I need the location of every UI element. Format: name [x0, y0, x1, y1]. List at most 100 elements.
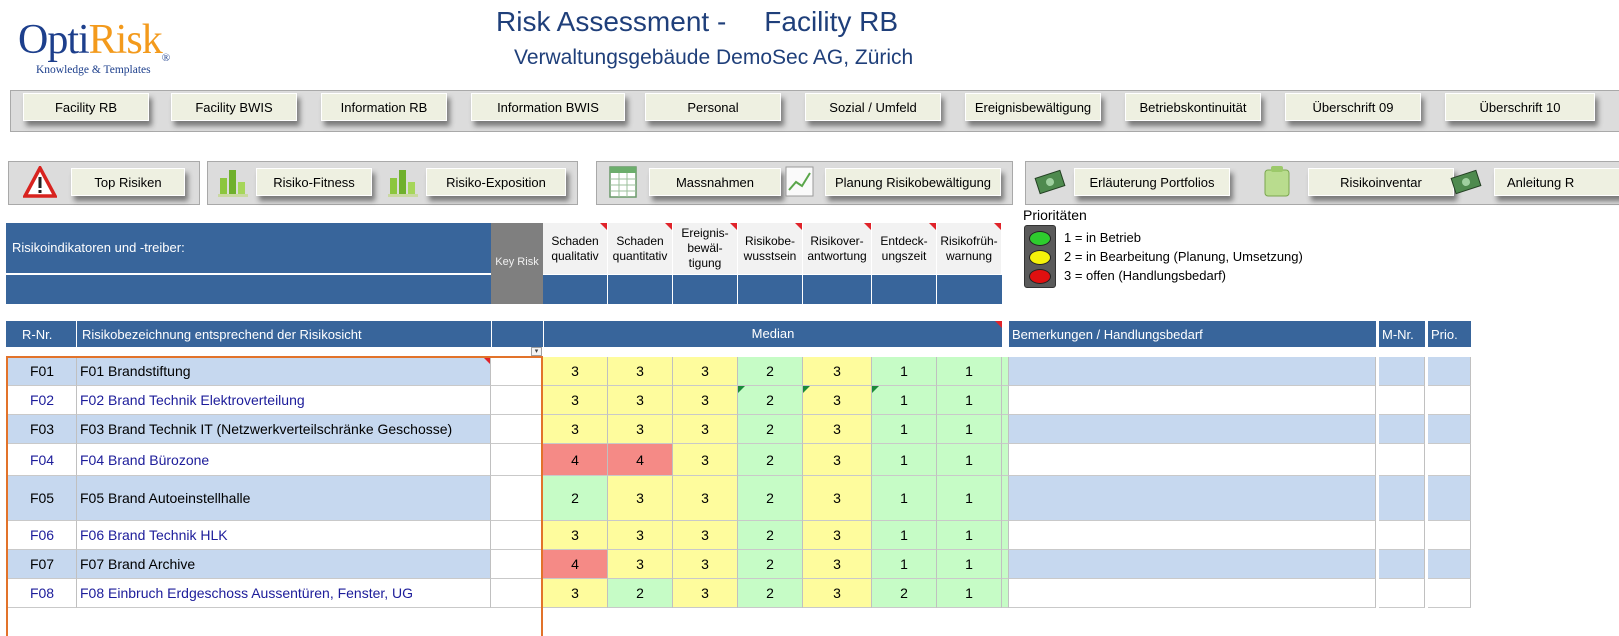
median-value-cell[interactable]: 3	[608, 386, 673, 415]
median-value-cell[interactable]: 2	[738, 444, 803, 476]
median-value-cell[interactable]: 3	[608, 476, 673, 521]
prio-cell[interactable]	[1428, 521, 1471, 550]
anleitung-button[interactable]: Anleitung R	[1494, 168, 1619, 196]
median-value-cell[interactable]: 3	[803, 550, 872, 579]
tab-ueberschrift-10[interactable]: Überschrift 10	[1445, 93, 1595, 121]
median-value-cell[interactable]: 1	[872, 444, 937, 476]
risikoinventar-button[interactable]: Risikoinventar	[1308, 168, 1454, 196]
median-value-cell[interactable]: 1	[872, 550, 937, 579]
median-value-cell[interactable]: 4	[543, 550, 608, 579]
median-value-cell[interactable]: 1	[937, 386, 1002, 415]
planung-risikobewaeltigung-button[interactable]: Planung Risikobewältigung	[825, 168, 1001, 196]
bemerkungen-cell[interactable]	[1009, 550, 1376, 579]
top-risiken-button[interactable]: Top Risiken	[71, 168, 185, 196]
median-value-cell[interactable]: 1	[872, 476, 937, 521]
median-value-cell[interactable]: 2	[738, 476, 803, 521]
key-risk-cell[interactable]	[491, 357, 543, 386]
median-value-cell[interactable]: 1	[872, 415, 937, 444]
table-row[interactable]: F03 F03 Brand Technik IT (Netzwerkverteil…	[8, 415, 1471, 444]
risk-name-cell[interactable]: F03 Brand Technik IT (Netzwerkverteilsch…	[77, 415, 491, 444]
median-value-cell[interactable]: 3	[608, 550, 673, 579]
median-value-cell[interactable]: 3	[803, 579, 872, 608]
risk-id-cell[interactable]: F07	[8, 550, 77, 579]
median-value-cell[interactable]: 1	[872, 386, 937, 415]
prio-cell[interactable]	[1428, 579, 1471, 608]
risk-id-cell[interactable]: F04	[8, 444, 77, 476]
tab-sozial-umfeld[interactable]: Sozial / Umfeld	[805, 93, 941, 121]
risk-name-cell[interactable]: F08 Einbruch Erdgeschoss Aussentüren, Fe…	[77, 579, 491, 608]
median-value-cell[interactable]: 4	[608, 444, 673, 476]
tab-facility-bwis[interactable]: Facility BWIS	[171, 93, 297, 121]
key-risk-cell[interactable]	[491, 521, 543, 550]
table-row[interactable]: F06 F06 Brand Technik HLK 3 3 3 2 3 1 1	[8, 521, 1471, 550]
median-value-cell[interactable]: 1	[872, 521, 937, 550]
median-value-cell[interactable]: 3	[673, 579, 738, 608]
prio-cell[interactable]	[1428, 444, 1471, 476]
median-value-cell[interactable]: 2	[738, 521, 803, 550]
tab-personal[interactable]: Personal	[645, 93, 781, 121]
table-row[interactable]: F07 F07 Brand Archive 4 3 3 2 3 1 1	[8, 550, 1471, 579]
massnahmen-button[interactable]: Massnahmen	[649, 168, 781, 196]
risiko-exposition-button[interactable]: Risiko-Exposition	[426, 168, 566, 196]
bemerkungen-cell[interactable]	[1009, 476, 1376, 521]
median-value-cell[interactable]: 3	[803, 386, 872, 415]
risk-id-cell[interactable]: F02	[8, 386, 77, 415]
median-value-cell[interactable]: 3	[803, 521, 872, 550]
risk-id-cell[interactable]: F05	[8, 476, 77, 521]
prio-cell[interactable]	[1428, 415, 1471, 444]
median-value-cell[interactable]: 3	[803, 415, 872, 444]
mnr-cell[interactable]	[1379, 521, 1425, 550]
key-risk-cell[interactable]	[491, 476, 543, 521]
prio-cell[interactable]	[1428, 550, 1471, 579]
median-value-cell[interactable]: 3	[543, 579, 608, 608]
tab-ueberschrift-09[interactable]: Überschrift 09	[1285, 93, 1421, 121]
risk-id-cell[interactable]: F08	[8, 579, 77, 608]
median-value-cell[interactable]: 1	[937, 521, 1002, 550]
median-value-cell[interactable]: 1	[937, 444, 1002, 476]
median-value-cell[interactable]: 3	[543, 357, 608, 386]
mnr-cell[interactable]	[1379, 550, 1425, 579]
median-value-cell[interactable]: 3	[608, 521, 673, 550]
median-value-cell[interactable]: 3	[673, 386, 738, 415]
tab-betriebskontinuitaet[interactable]: Betriebskontinuität	[1125, 93, 1261, 121]
spacer-cell[interactable]	[1002, 550, 1009, 579]
median-value-cell[interactable]: 2	[738, 415, 803, 444]
key-risk-cell[interactable]	[491, 444, 543, 476]
risk-name-cell[interactable]: F06 Brand Technik HLK	[77, 521, 491, 550]
median-value-cell[interactable]: 2	[738, 579, 803, 608]
key-risk-cell[interactable]	[491, 579, 543, 608]
median-value-cell[interactable]: 3	[673, 415, 738, 444]
mnr-cell[interactable]	[1379, 476, 1425, 521]
table-row[interactable]: F05 F05 Brand Autoeinstellhalle 2 3 3 2 3 1 1	[8, 476, 1471, 521]
median-value-cell[interactable]: 2	[608, 579, 673, 608]
median-value-cell[interactable]: 3	[608, 415, 673, 444]
risk-name-cell[interactable]: F07 Brand Archive	[77, 550, 491, 579]
key-risk-cell[interactable]	[491, 386, 543, 415]
risk-name-cell[interactable]: F04 Brand Bürozone	[77, 444, 491, 476]
mnr-cell[interactable]	[1379, 415, 1425, 444]
risk-id-cell[interactable]: F03	[8, 415, 77, 444]
filter-dropdown-icon[interactable]: ▾	[531, 347, 542, 356]
median-value-cell[interactable]: 1	[937, 476, 1002, 521]
bemerkungen-cell[interactable]	[1009, 444, 1376, 476]
table-row[interactable]: F02 F02 Brand Technik Elektroverteilung 3 3…	[8, 386, 1471, 415]
table-row[interactable]: F08 F08 Einbruch Erdgeschoss Aussentüren,…	[8, 579, 1471, 608]
mnr-cell[interactable]	[1379, 579, 1425, 608]
median-value-cell[interactable]: 1	[937, 579, 1002, 608]
mnr-cell[interactable]	[1379, 444, 1425, 476]
spacer-cell[interactable]	[1002, 357, 1009, 386]
bemerkungen-cell[interactable]	[1009, 521, 1376, 550]
bemerkungen-cell[interactable]	[1009, 386, 1376, 415]
median-value-cell[interactable]: 1	[937, 357, 1002, 386]
median-value-cell[interactable]: 2	[872, 579, 937, 608]
median-value-cell[interactable]: 2	[738, 550, 803, 579]
mnr-cell[interactable]	[1379, 357, 1425, 386]
median-value-cell[interactable]: 3	[543, 415, 608, 444]
median-value-cell[interactable]: 2	[738, 357, 803, 386]
table-row[interactable]: F04 F04 Brand Bürozone 4 4 3 2 3 1 1	[8, 444, 1471, 476]
median-value-cell[interactable]: 3	[673, 444, 738, 476]
tab-ereignisbewaeltigung[interactable]: Ereignisbewältigung	[965, 93, 1101, 121]
bemerkungen-cell[interactable]	[1009, 579, 1376, 608]
median-value-cell[interactable]: 1	[937, 415, 1002, 444]
risk-name-cell[interactable]: F01 Brandstiftung	[77, 357, 491, 386]
